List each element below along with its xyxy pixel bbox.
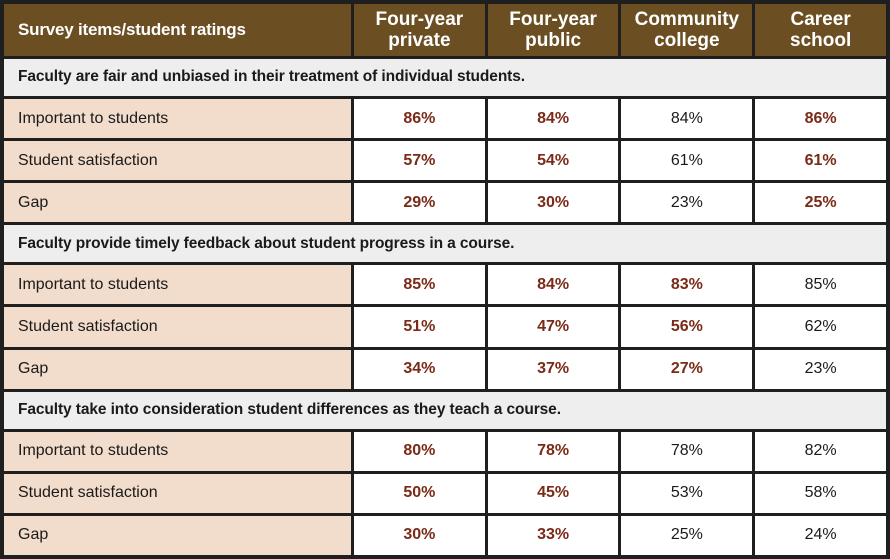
table-row: Important to students 86% 84% 84% 86%	[4, 98, 886, 139]
value-cell-four-year-private: 50%	[353, 473, 485, 513]
table-row: Student satisfaction 51% 47% 56% 62%	[4, 307, 886, 347]
section-title: Faculty take into consideration student …	[4, 391, 886, 429]
value-cell-four-year-public: 54%	[487, 141, 619, 181]
table-row: Student satisfaction 57% 54% 61% 61%	[4, 141, 886, 181]
value-cell-four-year-public: 33%	[487, 515, 619, 555]
section-row: Faculty take into consideration student …	[4, 391, 886, 429]
row-label: Student satisfaction	[4, 141, 351, 181]
section-title: Faculty are fair and unbiased in their t…	[4, 59, 886, 96]
row-label: Important to students	[4, 431, 351, 471]
table-row: Gap 30% 33% 25% 24%	[4, 515, 886, 555]
table-row: Important to students 80% 78% 78% 82%	[4, 431, 886, 471]
value-cell-career-school: 61%	[755, 141, 886, 181]
row-label: Gap	[4, 515, 351, 555]
value-cell-community-college: 78%	[621, 431, 753, 471]
section-row: Faculty provide timely feedback about st…	[4, 225, 886, 263]
header-line1: Four-year	[509, 9, 597, 30]
header-four-year-private: Four-year private	[353, 4, 485, 56]
section-title: Faculty provide timely feedback about st…	[4, 225, 886, 263]
value-cell-career-school: 25%	[755, 183, 886, 223]
table-row: Important to students 85% 84% 83% 85%	[4, 265, 886, 305]
value-cell-four-year-private: 34%	[353, 349, 485, 389]
header-survey-items: Survey items/student ratings	[4, 4, 351, 56]
value-cell-four-year-public: 84%	[487, 265, 619, 305]
value-cell-four-year-public: 47%	[487, 307, 619, 347]
value-cell-community-college: 53%	[621, 473, 753, 513]
value-cell-four-year-public: 45%	[487, 473, 619, 513]
header-line2: private	[388, 30, 451, 51]
value-cell-four-year-private: 86%	[353, 98, 485, 139]
value-cell-community-college: 83%	[621, 265, 753, 305]
row-label: Gap	[4, 349, 351, 389]
header-line2: college	[654, 30, 720, 51]
value-cell-four-year-public: 84%	[487, 98, 619, 139]
value-cell-career-school: 82%	[755, 431, 886, 471]
row-label: Important to students	[4, 98, 351, 139]
header-row: Survey items/student ratings Four-year p…	[4, 4, 886, 56]
header-line1: Four-year	[375, 9, 464, 30]
row-label: Gap	[4, 183, 351, 223]
value-cell-community-college: 56%	[621, 307, 753, 347]
value-cell-four-year-private: 29%	[353, 183, 485, 223]
table-row: Gap 34% 37% 27% 23%	[4, 349, 886, 389]
header-line1: Career	[790, 9, 851, 30]
value-cell-community-college: 61%	[621, 141, 753, 181]
value-cell-four-year-private: 85%	[353, 265, 485, 305]
value-cell-community-college: 27%	[621, 349, 753, 389]
row-label: Student satisfaction	[4, 307, 351, 347]
header-line2: public	[525, 30, 582, 51]
header-community-college: Community college	[621, 4, 753, 56]
row-label: Important to students	[4, 265, 351, 305]
header-career-school: Career school	[755, 4, 886, 56]
value-cell-four-year-private: 30%	[353, 515, 485, 555]
value-cell-career-school: 85%	[755, 265, 886, 305]
row-label: Student satisfaction	[4, 473, 351, 513]
header-line1: Community	[634, 9, 740, 30]
value-cell-career-school: 62%	[755, 307, 886, 347]
value-cell-career-school: 23%	[755, 349, 886, 389]
value-cell-four-year-public: 37%	[487, 349, 619, 389]
value-cell-four-year-private: 80%	[353, 431, 485, 471]
table-row: Gap 29% 30% 23% 25%	[4, 183, 886, 223]
value-cell-four-year-private: 51%	[353, 307, 485, 347]
value-cell-career-school: 58%	[755, 473, 886, 513]
header-four-year-public: Four-year public	[487, 4, 619, 56]
table-body: Faculty are fair and unbiased in their t…	[4, 59, 886, 555]
section-row: Faculty are fair and unbiased in their t…	[4, 59, 886, 96]
value-cell-community-college: 25%	[621, 515, 753, 555]
value-cell-community-college: 84%	[621, 98, 753, 139]
value-cell-four-year-private: 57%	[353, 141, 485, 181]
value-cell-four-year-public: 30%	[487, 183, 619, 223]
value-cell-four-year-public: 78%	[487, 431, 619, 471]
value-cell-career-school: 24%	[755, 515, 886, 555]
header-line2: school	[790, 30, 852, 51]
table-row: Student satisfaction 50% 45% 53% 58%	[4, 473, 886, 513]
value-cell-career-school: 86%	[755, 98, 886, 139]
value-cell-community-college: 23%	[621, 183, 753, 223]
